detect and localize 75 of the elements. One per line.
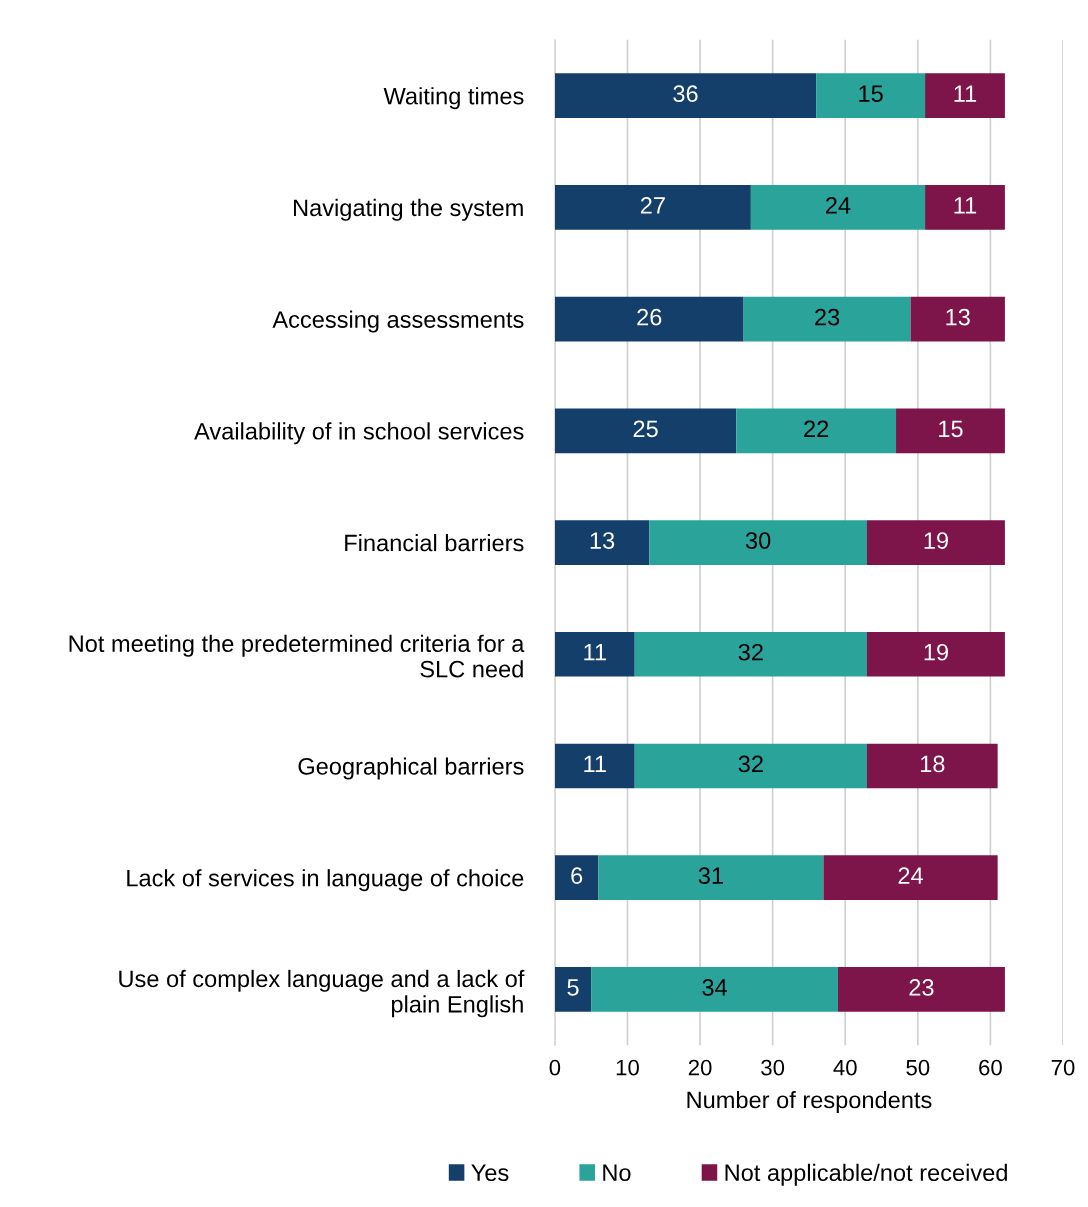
legend-label: Yes — [471, 1164, 509, 1182]
data-label: 19 — [924, 532, 948, 549]
bar — [598, 855, 824, 901]
x-tick-label: 10 — [616, 1059, 639, 1076]
bar — [554, 743, 635, 789]
y-tick-label: Availability of in school services — [194, 422, 524, 445]
data-label: 23 — [815, 308, 840, 326]
data-label: 31 — [698, 867, 723, 885]
y-tick-label: Accessing assessments — [272, 310, 524, 333]
x-tick-label: 70 — [1051, 1059, 1075, 1076]
data-label: 27 — [640, 197, 665, 214]
y-tick-label: Not meeting the predetermined criteria for a SLC need — [69, 634, 525, 678]
bar — [816, 73, 926, 119]
legend-label: No — [603, 1164, 631, 1182]
x-tick-label: 0 — [549, 1059, 561, 1076]
data-label: 23 — [909, 979, 934, 996]
bar — [554, 520, 650, 565]
data-label: 34 — [702, 979, 728, 996]
bar — [634, 743, 867, 789]
bar — [554, 408, 737, 454]
data-label: 11 — [584, 755, 606, 773]
x-axis-title: Number of respondents — [687, 1090, 932, 1113]
y-tick-label: Use of complex language and a lack of plain English — [119, 969, 525, 1018]
data-label: 6 — [571, 867, 583, 885]
data-label: 19 — [924, 643, 948, 661]
data-label: 11 — [584, 644, 606, 661]
bar — [634, 631, 867, 677]
y-tick-label: Navigating the system — [293, 198, 523, 221]
y-tick-label: Financial barriers — [345, 533, 524, 552]
x-tick-label: 20 — [688, 1059, 712, 1076]
bar — [554, 296, 744, 342]
data-label: 25 — [633, 420, 658, 438]
data-label: 26 — [637, 308, 662, 326]
data-label: 5 — [567, 979, 579, 996]
bar — [925, 185, 1005, 230]
bar — [925, 73, 1005, 119]
bar — [649, 520, 867, 565]
data-label: 15 — [859, 85, 883, 103]
data-label: 15 — [939, 420, 963, 438]
bar — [823, 855, 998, 901]
data-label: 11 — [954, 85, 977, 102]
bar — [554, 967, 592, 1012]
data-label: 22 — [804, 420, 829, 437]
bar — [750, 185, 926, 230]
bar — [591, 967, 838, 1012]
data-label: 11 — [954, 197, 977, 214]
bar — [910, 296, 1005, 342]
bar — [896, 408, 1005, 454]
data-label: 18 — [920, 755, 945, 773]
bar — [837, 967, 1005, 1012]
data-label: 32 — [738, 755, 763, 773]
x-tick-label: 40 — [833, 1059, 857, 1076]
bar — [867, 520, 1005, 565]
y-tick-label: Geographical barriers — [298, 757, 524, 780]
legend-label: Not applicable/not received — [725, 1163, 1007, 1186]
y-tick-label: Lack of services in language of choice — [127, 869, 524, 892]
bar — [743, 296, 911, 342]
bar — [554, 631, 635, 677]
y-tick-label: Waiting times — [383, 87, 524, 110]
data-label: 30 — [745, 532, 771, 549]
bar — [554, 73, 817, 119]
x-tick-label: 50 — [906, 1059, 930, 1076]
data-label: 24 — [898, 867, 923, 884]
data-label: 32 — [738, 643, 763, 661]
x-tick-label: 30 — [761, 1059, 785, 1076]
data-label: 13 — [946, 308, 970, 326]
bar — [554, 855, 599, 901]
bar — [867, 743, 998, 789]
data-label: 13 — [590, 532, 615, 549]
x-tick-label: 60 — [979, 1059, 1002, 1076]
bar — [736, 408, 897, 454]
bar — [867, 631, 1005, 677]
bar — [554, 185, 751, 230]
data-label: 24 — [826, 197, 851, 214]
data-label: 36 — [673, 85, 698, 103]
